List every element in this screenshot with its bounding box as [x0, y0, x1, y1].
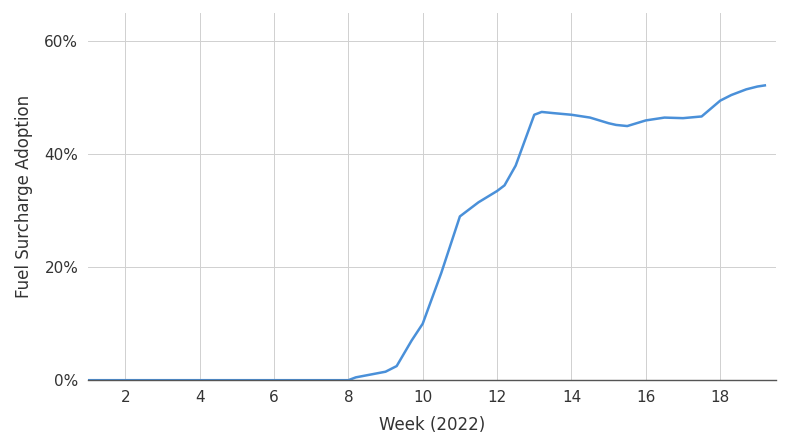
X-axis label: Week (2022): Week (2022) — [379, 416, 485, 434]
Y-axis label: Fuel Surcharge Adoption: Fuel Surcharge Adoption — [15, 95, 33, 298]
